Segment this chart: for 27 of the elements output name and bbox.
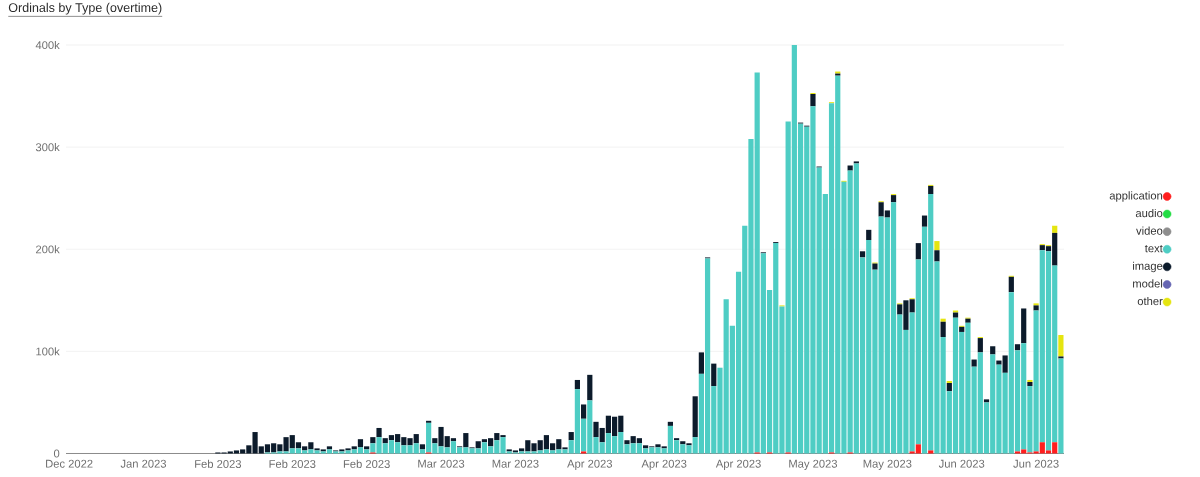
x-tick-label: Feb 2023 [195, 459, 242, 468]
x-tick-label: Jun 2023 [938, 459, 985, 468]
legend-label: model [1133, 279, 1163, 288]
y-tick-label: 400k [35, 40, 60, 50]
legend-label: image [1133, 261, 1163, 273]
x-tick-label: Apr 2023 [715, 459, 761, 470]
x-tick-label: Feb 2023 [343, 459, 390, 468]
x-tick-label: Jun 2023 [1013, 459, 1059, 468]
x-tick-label: Feb 2023 [269, 459, 316, 468]
x-tick-label: Apr 2023 [567, 459, 613, 470]
legend-label: application [1109, 191, 1163, 202]
y-tick-label: 0 [53, 449, 60, 458]
y-tick-label: 100k [36, 347, 60, 356]
x-tick-label: May 2023 [789, 459, 838, 470]
legend-label: other [1137, 296, 1163, 306]
x-tick-label: Apr 2023 [641, 459, 687, 470]
x-tick-label: Mar 2023 [492, 459, 539, 468]
x-tick-label: Jan 2023 [120, 459, 167, 468]
legend-label: text [1144, 244, 1163, 253]
x-tick-label: May 2023 [863, 459, 912, 470]
y-tick-label: 300k [35, 143, 60, 152]
x-tick-label: Dec 2022 [46, 459, 93, 468]
chart-title: Ordinals by Type (overtime) [8, 2, 162, 15]
legend-label: video [1136, 226, 1163, 235]
x-tick-label: Mar 2023 [418, 459, 465, 468]
y-tick-label: 200k [36, 245, 60, 254]
legend-label: audio [1135, 208, 1163, 218]
